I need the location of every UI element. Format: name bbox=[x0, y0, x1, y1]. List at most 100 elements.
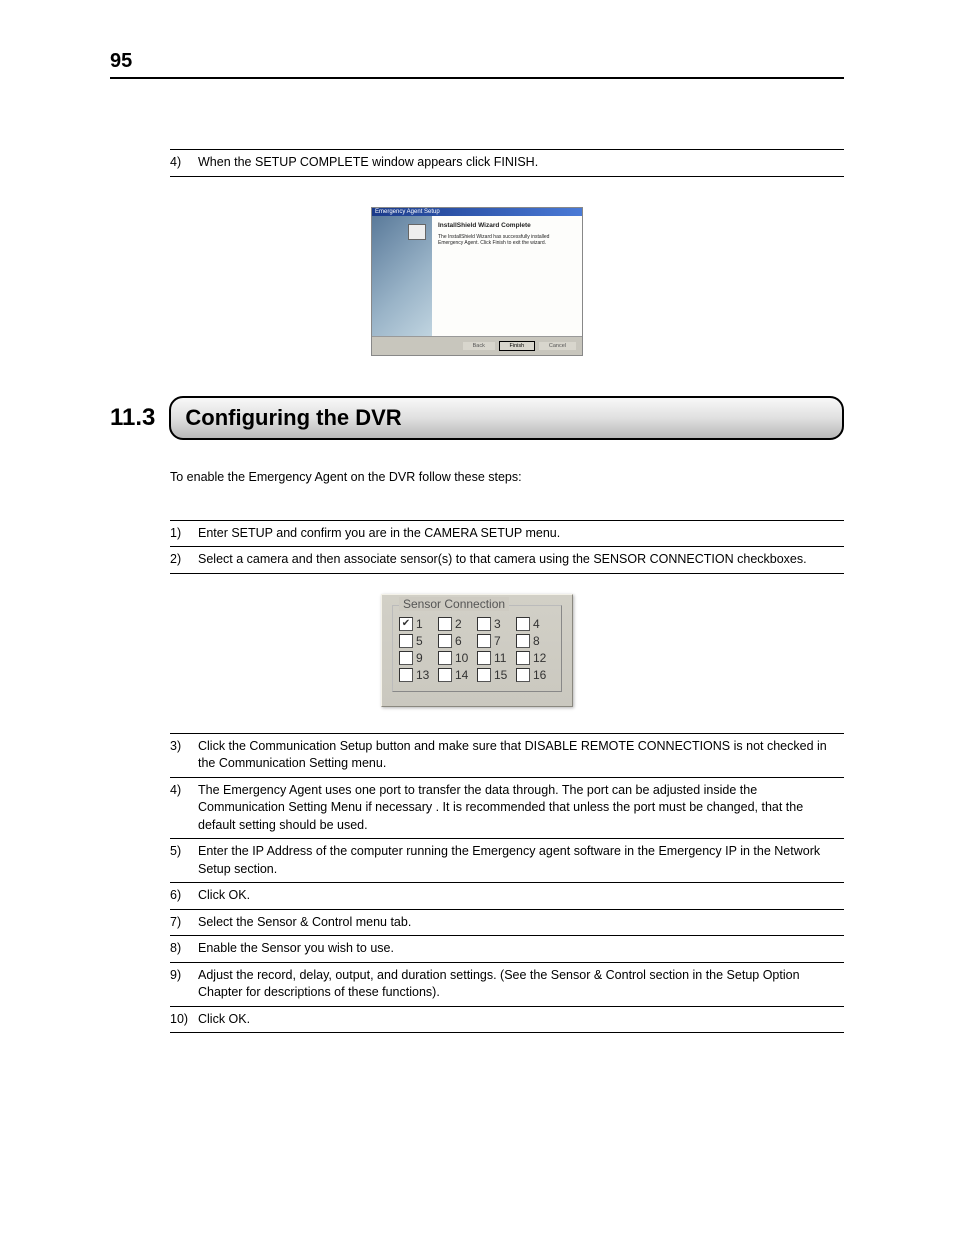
sensor-label: 13 bbox=[416, 668, 429, 682]
sensor-label: 11 bbox=[494, 651, 506, 665]
installer-heading: InstallShield Wizard Complete bbox=[438, 222, 576, 229]
step-row: 5)Enter the IP Address of the computer r… bbox=[170, 839, 844, 883]
sensor-checkbox[interactable] bbox=[399, 651, 413, 665]
step-text: Click OK. bbox=[198, 887, 844, 905]
sensor-label: 1 bbox=[416, 617, 423, 631]
steps-top-block: 1)Enter SETUP and confirm you are in the… bbox=[170, 520, 844, 574]
sensor-label: 9 bbox=[416, 651, 423, 665]
sensor-cell: 6 bbox=[438, 634, 477, 648]
step-text: Adjust the record, delay, output, and du… bbox=[198, 967, 844, 1002]
sensor-label: 2 bbox=[455, 617, 462, 631]
top-step-block: 4) When the SETUP COMPLETE window appear… bbox=[170, 149, 844, 177]
step-text: Enter SETUP and confirm you are in the C… bbox=[198, 525, 844, 543]
sensor-cell: 16 bbox=[516, 668, 555, 682]
sensor-cell: 8 bbox=[516, 634, 555, 648]
sensor-checkbox[interactable] bbox=[438, 668, 452, 682]
step-text: Enable the Sensor you wish to use. bbox=[198, 940, 844, 958]
step-number: 10) bbox=[170, 1011, 198, 1029]
sensor-label: 6 bbox=[455, 634, 462, 648]
step-number: 4) bbox=[170, 154, 198, 172]
sensor-cell: 3 bbox=[477, 617, 516, 631]
step-text: Select a camera and then associate senso… bbox=[198, 551, 844, 569]
step-number: 3) bbox=[170, 738, 198, 773]
installer-title-bar: Emergency Agent Setup bbox=[372, 208, 582, 216]
step-row: 4) When the SETUP COMPLETE window appear… bbox=[170, 149, 844, 177]
sensor-cell: 4 bbox=[516, 617, 555, 631]
section-number: 11.3 bbox=[110, 396, 169, 440]
sensor-checkbox[interactable] bbox=[477, 668, 491, 682]
installer-body: InstallShield Wizard Complete The Instal… bbox=[372, 216, 582, 336]
sensor-row: 9 10 11 12 bbox=[399, 651, 555, 665]
step-number: 7) bbox=[170, 914, 198, 932]
sensor-label: 5 bbox=[416, 634, 423, 648]
sensor-cell: 13 bbox=[399, 668, 438, 682]
sensor-fieldset: Sensor Connection ✔123456789101112131415… bbox=[392, 605, 562, 692]
step-text: Click OK. bbox=[198, 1011, 844, 1029]
installer-footer: Back Finish Cancel bbox=[372, 336, 582, 355]
page-number: 95 bbox=[110, 50, 844, 79]
sensor-label: 8 bbox=[533, 634, 540, 648]
sensor-label: 12 bbox=[533, 651, 546, 665]
sensor-checkbox[interactable] bbox=[516, 634, 530, 648]
sensor-cell: 14 bbox=[438, 668, 477, 682]
sensor-cell: 9 bbox=[399, 651, 438, 665]
sensor-checkbox[interactable] bbox=[516, 617, 530, 631]
step-row: 8)Enable the Sensor you wish to use. bbox=[170, 936, 844, 963]
sensor-checkbox[interactable] bbox=[399, 634, 413, 648]
step-row: 6)Click OK. bbox=[170, 883, 844, 910]
step-row: 10)Click OK. bbox=[170, 1007, 844, 1034]
sensor-cell: 11 bbox=[477, 651, 516, 665]
step-row: 4)The Emergency Agent uses one port to t… bbox=[170, 778, 844, 840]
step-text: Enter the IP Address of the computer run… bbox=[198, 843, 844, 878]
section-title: Configuring the DVR bbox=[169, 396, 844, 440]
back-button[interactable]: Back bbox=[463, 342, 495, 350]
step-number: 1) bbox=[170, 525, 198, 543]
section-header: 11.3 Configuring the DVR bbox=[110, 396, 844, 440]
step-number: 6) bbox=[170, 887, 198, 905]
sensor-label: 15 bbox=[494, 668, 507, 682]
sensor-grid: ✔12345678910111213141516 bbox=[399, 617, 555, 682]
step-text: Click the Communication Setup button and… bbox=[198, 738, 844, 773]
sensor-row: ✔1 2 3 4 bbox=[399, 617, 555, 631]
step-row: 7)Select the Sensor & Control menu tab. bbox=[170, 910, 844, 937]
sensor-connection-panel: Sensor Connection ✔123456789101112131415… bbox=[381, 594, 573, 707]
step-row: 2)Select a camera and then associate sen… bbox=[170, 547, 844, 574]
step-number: 8) bbox=[170, 940, 198, 958]
sensor-checkbox[interactable]: ✔ bbox=[399, 617, 413, 631]
sensor-checkbox[interactable] bbox=[438, 651, 452, 665]
cancel-button[interactable]: Cancel bbox=[539, 342, 576, 350]
sensor-checkbox[interactable] bbox=[516, 651, 530, 665]
sensor-cell: 5 bbox=[399, 634, 438, 648]
sensor-checkbox[interactable] bbox=[399, 668, 413, 682]
sensor-checkbox[interactable] bbox=[438, 634, 452, 648]
installer-main: InstallShield Wizard Complete The Instal… bbox=[432, 216, 582, 336]
step-number: 4) bbox=[170, 782, 198, 835]
installer-body-text: The InstallShield Wizard has successfull… bbox=[438, 234, 576, 247]
sensor-cell: 10 bbox=[438, 651, 477, 665]
sensor-cell: 2 bbox=[438, 617, 477, 631]
sensor-cell: 7 bbox=[477, 634, 516, 648]
sensor-label: 14 bbox=[455, 668, 468, 682]
sensor-label: 4 bbox=[533, 617, 540, 631]
sensor-checkbox[interactable] bbox=[477, 617, 491, 631]
sensor-checkbox[interactable] bbox=[516, 668, 530, 682]
step-number: 9) bbox=[170, 967, 198, 1002]
sensor-row: 13 14 15 16 bbox=[399, 668, 555, 682]
step-number: 2) bbox=[170, 551, 198, 569]
sensor-cell: 12 bbox=[516, 651, 555, 665]
installer-screenshot: Emergency Agent Setup InstallShield Wiza… bbox=[371, 207, 583, 356]
step-text: When the SETUP COMPLETE window appears c… bbox=[198, 154, 844, 172]
sensor-label: 7 bbox=[494, 634, 501, 648]
step-number: 5) bbox=[170, 843, 198, 878]
sensor-row: 5 6 7 8 bbox=[399, 634, 555, 648]
page: 95 4) When the SETUP COMPLETE window app… bbox=[0, 0, 954, 1113]
step-text: The Emergency Agent uses one port to tra… bbox=[198, 782, 844, 835]
sensor-checkbox[interactable] bbox=[438, 617, 452, 631]
sensor-label: 10 bbox=[455, 651, 468, 665]
installer-icon bbox=[408, 224, 426, 240]
sensor-legend: Sensor Connection bbox=[399, 597, 509, 611]
section-intro: To enable the Emergency Agent on the DVR… bbox=[170, 470, 844, 484]
sensor-checkbox[interactable] bbox=[477, 651, 491, 665]
sensor-checkbox[interactable] bbox=[477, 634, 491, 648]
finish-button[interactable]: Finish bbox=[499, 341, 536, 351]
